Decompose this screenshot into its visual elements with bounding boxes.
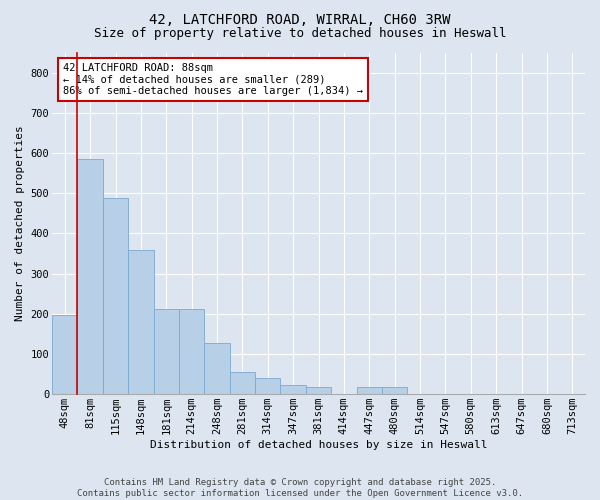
Text: 42 LATCHFORD ROAD: 88sqm
← 14% of detached houses are smaller (289)
86% of semi-: 42 LATCHFORD ROAD: 88sqm ← 14% of detach… xyxy=(63,62,363,96)
Text: Size of property relative to detached houses in Heswall: Size of property relative to detached ho… xyxy=(94,28,506,40)
Bar xyxy=(255,378,280,394)
Bar xyxy=(77,158,103,394)
Bar xyxy=(356,387,382,394)
Bar xyxy=(205,342,230,394)
Bar xyxy=(52,315,77,394)
Bar xyxy=(154,308,179,394)
Bar xyxy=(179,308,205,394)
X-axis label: Distribution of detached houses by size in Heswall: Distribution of detached houses by size … xyxy=(150,440,487,450)
Y-axis label: Number of detached properties: Number of detached properties xyxy=(15,126,25,321)
Bar xyxy=(280,386,306,394)
Text: Contains HM Land Registry data © Crown copyright and database right 2025.
Contai: Contains HM Land Registry data © Crown c… xyxy=(77,478,523,498)
Bar xyxy=(103,198,128,394)
Bar xyxy=(128,250,154,394)
Bar xyxy=(230,372,255,394)
Bar xyxy=(382,387,407,394)
Bar xyxy=(306,387,331,394)
Text: 42, LATCHFORD ROAD, WIRRAL, CH60 3RW: 42, LATCHFORD ROAD, WIRRAL, CH60 3RW xyxy=(149,12,451,26)
